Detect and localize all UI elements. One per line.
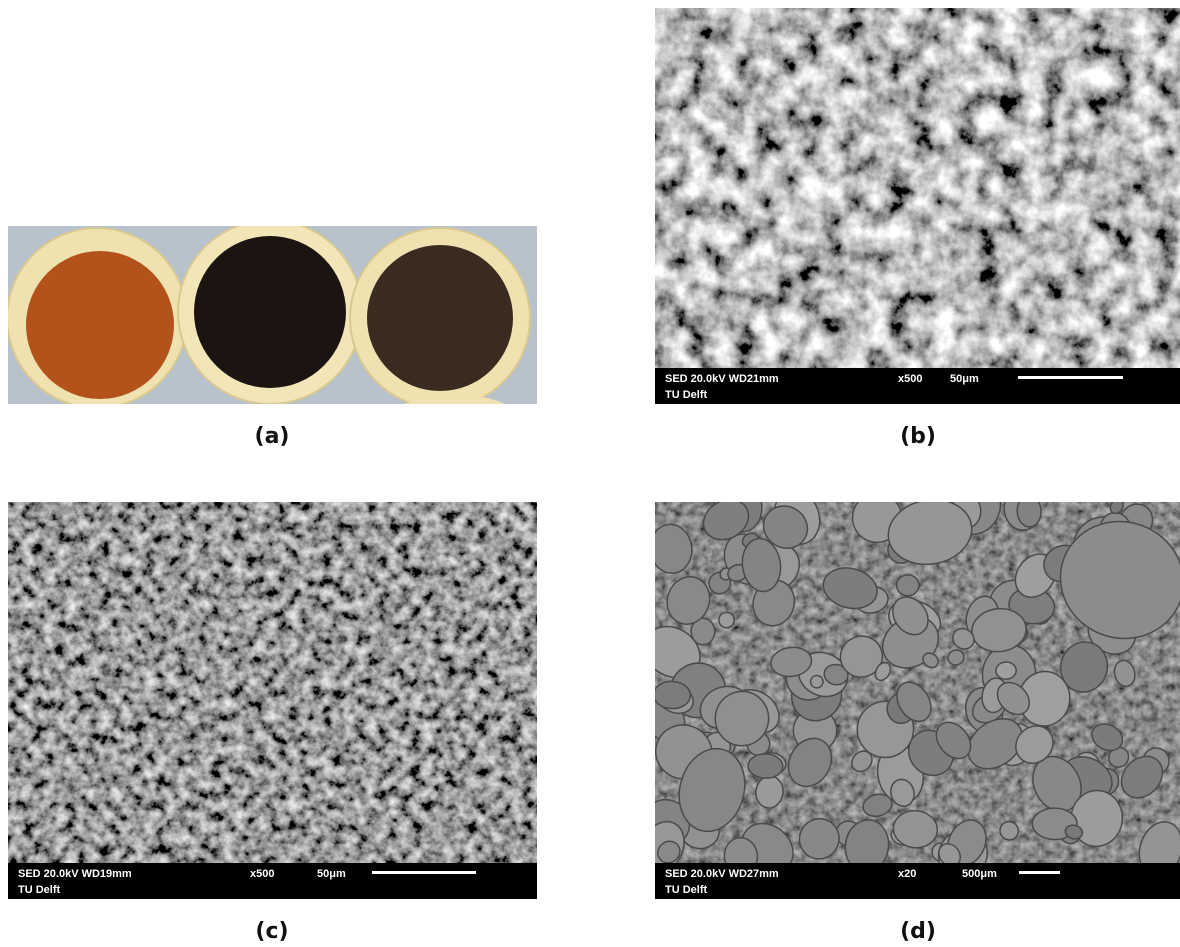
particle (1138, 821, 1180, 863)
particle (1091, 723, 1124, 752)
particle (702, 502, 750, 541)
particle (874, 661, 892, 682)
particle (1016, 502, 1042, 528)
particle (1059, 641, 1109, 693)
particle (655, 523, 693, 575)
particle (952, 627, 975, 650)
photo-a (8, 226, 537, 404)
particle (996, 681, 1030, 716)
particle (823, 663, 849, 686)
particle (922, 652, 939, 669)
particle (762, 505, 809, 549)
institution: TU Delft (665, 884, 708, 896)
particle (1015, 725, 1054, 765)
magnification: x20 (898, 868, 916, 880)
particle (770, 646, 813, 678)
particle (1064, 824, 1084, 840)
particle (892, 809, 939, 849)
particle (747, 753, 784, 779)
particle (822, 567, 878, 610)
detector-info: SED 20.0kV WD21mm (665, 373, 779, 385)
info-bar (8, 863, 537, 899)
magnification: x500 (898, 373, 922, 385)
particle (690, 617, 716, 646)
particle (887, 502, 973, 566)
particle (798, 817, 840, 860)
particle (938, 843, 962, 863)
particle (741, 537, 782, 593)
particle (896, 681, 932, 723)
particles (655, 502, 1180, 863)
sem-image-b (655, 8, 1180, 368)
panel-label: (c) (255, 919, 288, 944)
particle (1109, 502, 1124, 515)
particle (723, 836, 759, 863)
scale-bar (1018, 376, 1123, 379)
particle (657, 840, 681, 863)
magnification: x500 (250, 868, 274, 880)
particle (714, 690, 770, 747)
particle (895, 574, 920, 597)
particle (678, 747, 746, 833)
particle (787, 737, 833, 788)
particle (967, 718, 1024, 770)
particle (666, 576, 711, 625)
particle (851, 750, 873, 773)
particle (1059, 520, 1180, 640)
scale-bar (1019, 871, 1060, 874)
institution: TU Delft (18, 884, 61, 896)
particle (862, 793, 893, 818)
scale-text: 50μm (950, 373, 979, 385)
particle (809, 674, 824, 689)
particle (655, 680, 692, 710)
particle (935, 721, 972, 760)
particle (839, 635, 884, 678)
particle (947, 649, 965, 666)
scale-text: 500μm (962, 868, 997, 880)
particle (718, 611, 735, 629)
panel-label: (a) (255, 424, 290, 449)
sem-image-c (8, 502, 537, 863)
particle (892, 596, 929, 636)
info-bar (655, 863, 1180, 899)
particle (1113, 659, 1136, 688)
particle (890, 778, 915, 807)
detector-info: SED 20.0kV WD19mm (18, 868, 132, 880)
particle (995, 661, 1017, 680)
particle (844, 819, 890, 863)
institution: TU Delft (665, 389, 708, 401)
scale-bar (372, 871, 476, 874)
particle (999, 820, 1020, 841)
panel-label: (b) (900, 424, 936, 449)
scale-text: 50μm (317, 868, 346, 880)
detector-info: SED 20.0kV WD27mm (665, 868, 779, 880)
particle (1120, 755, 1164, 799)
info-bar (655, 368, 1180, 404)
panel-label: (d) (900, 919, 936, 944)
